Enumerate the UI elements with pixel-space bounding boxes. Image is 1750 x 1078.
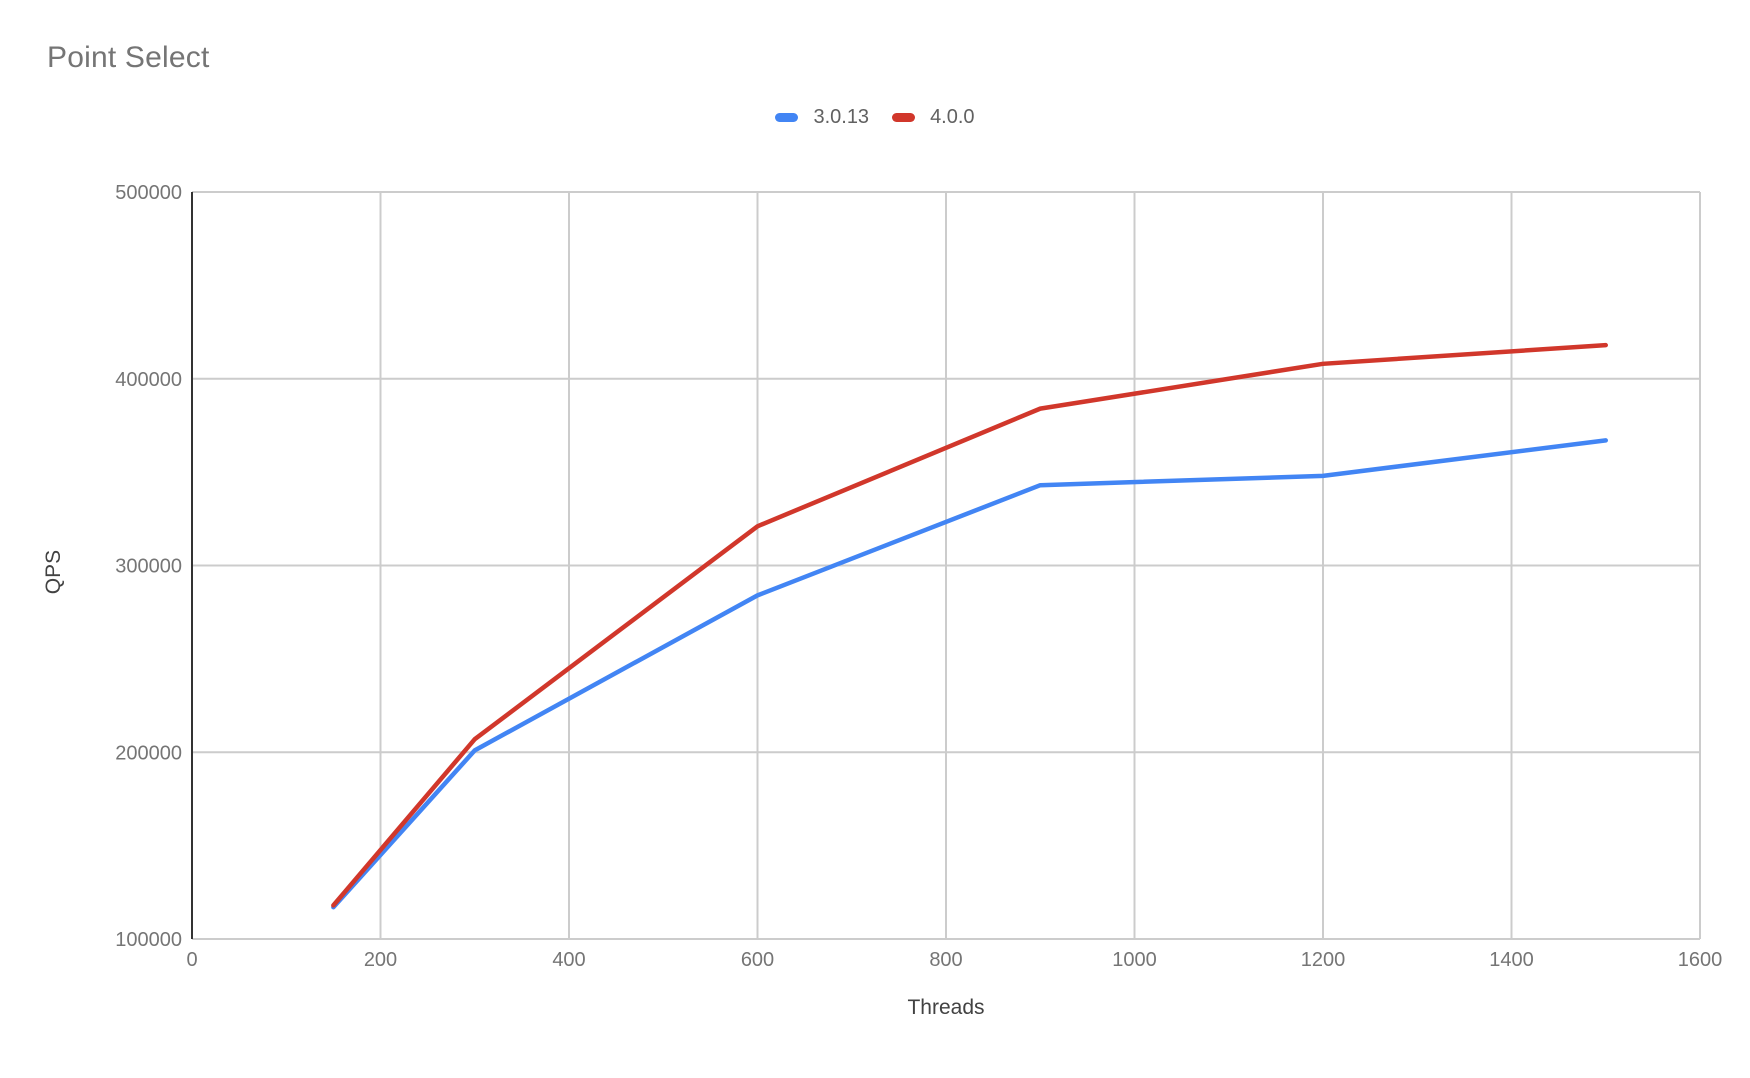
y-tick-label: 400000 [115,369,182,391]
y-tick-label: 200000 [115,742,182,764]
chart-title: Point Select [47,41,210,74]
y-tick-label: 100000 [115,929,182,951]
legend-item: 4.0.0 [892,106,975,129]
legend-swatch-icon [775,113,799,122]
x-tick-label: 1600 [1678,949,1723,971]
x-tick-label: 600 [741,949,774,971]
x-tick-label: 800 [929,949,962,971]
series-line-3-0-13 [331,438,1608,910]
x-tick-label: 1000 [1112,949,1157,971]
y-tick-label: 300000 [115,556,182,578]
chart-legend: 3.0.13 4.0.0 [0,106,1750,129]
legend-label: 3.0.13 [813,106,870,128]
series-line-4-0-0 [331,342,1608,908]
legend-swatch-icon [892,113,916,122]
x-tick-label: 400 [552,949,585,971]
x-tick-label: 1400 [1489,949,1534,971]
y-tick-label: 500000 [115,182,182,204]
y-axis-title: QPS [42,550,65,594]
legend-label: 4.0.0 [930,106,975,128]
x-tick-label: 0 [186,949,197,971]
x-axis-title: Threads [907,996,984,1019]
x-tick-label: 200 [364,949,397,971]
x-tick-label: 1200 [1301,949,1346,971]
plot-area: 100000 200000 300000 400000 500000 0 200 400 600… [115,182,1722,971]
legend-item: 3.0.13 [775,106,869,129]
